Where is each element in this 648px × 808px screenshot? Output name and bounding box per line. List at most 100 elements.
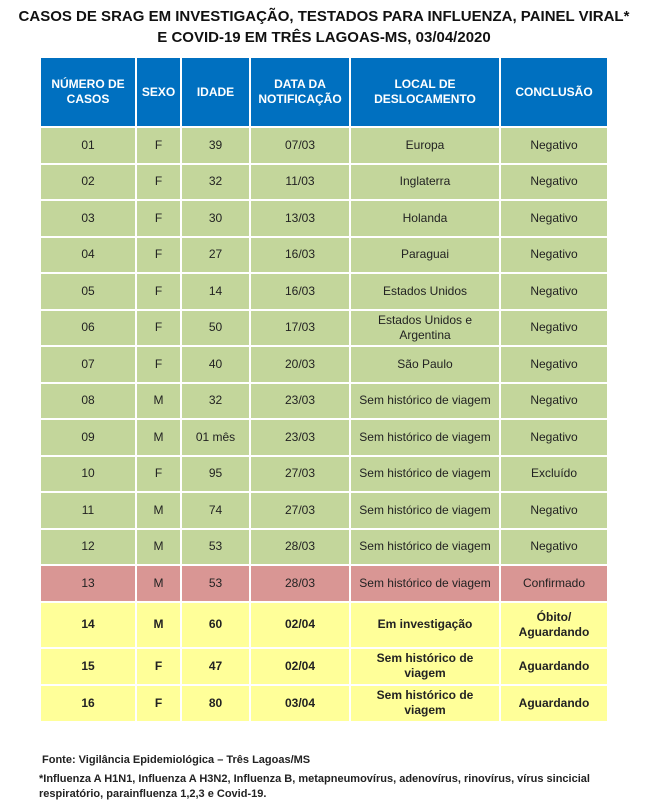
- table-body: 01 F 39 07/03 Europa Negativo 02 F 32 11/03 Inglat…: [39, 126, 609, 723]
- table-cell: 39: [180, 126, 251, 165]
- table-cell: 13: [39, 564, 137, 603]
- table-cell: 14: [39, 600, 137, 649]
- column-header: IDADE: [180, 56, 251, 128]
- table-cell: Estados Unidos e Argentina: [349, 308, 501, 347]
- table-cell: 27/03: [249, 491, 351, 530]
- column-header: SEXO: [135, 56, 182, 128]
- table-cell: Negativo: [499, 345, 609, 384]
- table-row: 07 F 40 20/03 São Paulo Negativo: [39, 345, 609, 384]
- table-cell: M: [135, 418, 182, 457]
- table-row: 06 F 50 17/03 Estados Unidos e Argentina Nega…: [39, 308, 609, 347]
- table-cell: F: [135, 646, 182, 686]
- table-row: 10 F 95 27/03 Sem histórico de viagem Excluíd…: [39, 454, 609, 493]
- table-cell: Negativo: [499, 126, 609, 165]
- table-row: 16 F 80 03/04 Sem histórico de viagem Aguarda…: [39, 683, 609, 723]
- table-cell: 80: [180, 683, 251, 723]
- table-cell: F: [135, 345, 182, 384]
- table-row: 05 F 14 16/03 Estados Unidos Negativo: [39, 272, 609, 311]
- table-cell: Sem histórico de viagem: [349, 491, 501, 530]
- table-cell: M: [135, 564, 182, 603]
- table-cell: 06: [39, 308, 137, 347]
- header-row: NÚMERO DE CASOS SEXO IDADE DATA DA NOTIFICA…: [39, 56, 609, 128]
- table-cell: 15: [39, 646, 137, 686]
- table-cell: 08: [39, 381, 137, 420]
- table-cell: Holanda: [349, 199, 501, 238]
- table-cell: Sem histórico de viagem: [349, 646, 501, 686]
- table-cell: 28/03: [249, 527, 351, 566]
- table-cell: 20/03: [249, 345, 351, 384]
- table-cell: Negativo: [499, 162, 609, 201]
- table-cell: 01: [39, 126, 137, 165]
- table-row: 08 M 32 23/03 Sem histórico de viagem Negativ…: [39, 381, 609, 420]
- table-cell: Negativo: [499, 272, 609, 311]
- table-row: 09 M 01 mês 23/03 Sem histórico de viagem Neg…: [39, 418, 609, 457]
- table-row: 02 F 32 11/03 Inglaterra Negativo: [39, 162, 609, 201]
- table-cell: M: [135, 381, 182, 420]
- table-cell: 01 mês: [180, 418, 251, 457]
- table-cell: Sem histórico de viagem: [349, 418, 501, 457]
- table-cell: 50: [180, 308, 251, 347]
- table-cell: 02/04: [249, 646, 351, 686]
- table-cell: 16: [39, 683, 137, 723]
- table-cell: Sem histórico de viagem: [349, 564, 501, 603]
- table-cell: F: [135, 199, 182, 238]
- table-cell: 53: [180, 564, 251, 603]
- table-cell: 13/03: [249, 199, 351, 238]
- table-cell: F: [135, 683, 182, 723]
- table-cell: Confirmado: [499, 564, 609, 603]
- table-cell: Negativo: [499, 527, 609, 566]
- table-cell: F: [135, 235, 182, 274]
- table-cell: 12: [39, 527, 137, 566]
- table-cell: 04: [39, 235, 137, 274]
- table-cell: 07/03: [249, 126, 351, 165]
- title: CASOS DE SRAG EM INVESTIGAÇÃO, TESTADOS …: [0, 6, 648, 48]
- table-cell: F: [135, 454, 182, 493]
- table-cell: 95: [180, 454, 251, 493]
- table-cell: M: [135, 527, 182, 566]
- table-header: NÚMERO DE CASOS SEXO IDADE DATA DA NOTIFICA…: [39, 56, 609, 128]
- table-row: 11 M 74 27/03 Sem histórico de viagem Negativ…: [39, 491, 609, 530]
- title-line: CASOS DE SRAG EM INVESTIGAÇÃO, TESTADOS …: [18, 8, 630, 25]
- column-header: DATA DA NOTIFICAÇÃO: [249, 56, 351, 128]
- table-cell: 60: [180, 600, 251, 649]
- table-cell: 03: [39, 199, 137, 238]
- table-row: 14 M 60 02/04 Em investigação Óbito/ Aguardan…: [39, 600, 609, 649]
- table-cell: 03/04: [249, 683, 351, 723]
- table-cell: Estados Unidos: [349, 272, 501, 311]
- table-cell: São Paulo: [349, 345, 501, 384]
- table-row: 04 F 27 16/03 Paraguai Negativo: [39, 235, 609, 274]
- column-header: NÚMERO DE CASOS: [39, 56, 137, 128]
- table-cell: Negativo: [499, 381, 609, 420]
- table-cell: Negativo: [499, 491, 609, 530]
- footnote: *Influenza A H1N1, Influenza A H3N2, Inf…: [39, 773, 590, 800]
- table-cell: Sem histórico de viagem: [349, 454, 501, 493]
- table-cell: 11: [39, 491, 137, 530]
- table-cell: Sem histórico de viagem: [349, 683, 501, 723]
- table-cell: 09: [39, 418, 137, 457]
- table-cell: Aguardando: [499, 683, 609, 723]
- cases-table: NÚMERO DE CASOS SEXO IDADE DATA DA NOTIFICA…: [39, 56, 609, 723]
- table-cell: Negativo: [499, 418, 609, 457]
- table-cell: 47: [180, 646, 251, 686]
- table-cell: F: [135, 308, 182, 347]
- table-cell: Europa: [349, 126, 501, 165]
- table-cell: 02/04: [249, 600, 351, 649]
- table-cell: 27/03: [249, 454, 351, 493]
- table-cell: Negativo: [499, 235, 609, 274]
- table-cell: 32: [180, 162, 251, 201]
- table-cell: Em investigação: [349, 600, 501, 649]
- table-cell: F: [135, 126, 182, 165]
- table-cell: 11/03: [249, 162, 351, 201]
- table-cell: 16/03: [249, 272, 351, 311]
- source: Fonte: Vigilância Epidemiológica – Três …: [42, 754, 311, 766]
- table-row: 15 F 47 02/04 Sem histórico de viagem Aguarda…: [39, 646, 609, 686]
- table-cell: 17/03: [249, 308, 351, 347]
- table-cell: Aguardando: [499, 646, 609, 686]
- table-cell: 23/03: [249, 381, 351, 420]
- table-cell: 02: [39, 162, 137, 201]
- table-cell: 74: [180, 491, 251, 530]
- table-cell: 27: [180, 235, 251, 274]
- table-row: 12 M 53 28/03 Sem histórico de viagem Negativ…: [39, 527, 609, 566]
- table-cell: 32: [180, 381, 251, 420]
